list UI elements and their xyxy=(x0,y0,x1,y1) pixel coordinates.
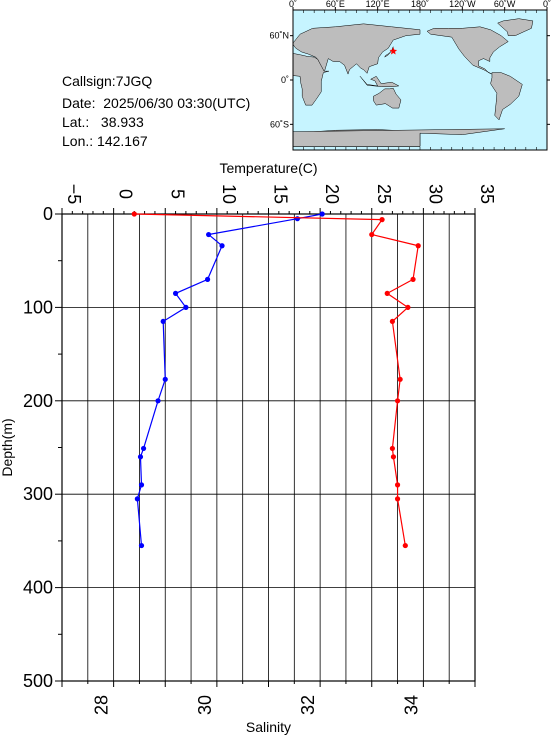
profile-chart: 0 100 200 300 400 500 Depth(m) −5 0 5 10 15 20 25 30 35… xyxy=(0,160,497,735)
salinity-data-point xyxy=(369,231,375,238)
station-marker xyxy=(389,47,398,55)
temperature-tick-label: 35 xyxy=(477,184,497,204)
land-mass xyxy=(292,53,330,106)
salinity-tick-label: 32 xyxy=(298,695,318,715)
salinity-tick-label: 34 xyxy=(401,695,421,715)
map-lat-label: 0˚ xyxy=(281,75,289,85)
lon-line: Lon.: 142.167 xyxy=(62,132,148,150)
map-lon-label: 0˚ xyxy=(289,0,297,9)
depth-tick-label: 100 xyxy=(23,297,53,317)
depth-tick-label: 0 xyxy=(43,204,53,224)
temperature-data-point xyxy=(219,243,225,249)
temperature-data-point xyxy=(206,231,212,238)
land-mass xyxy=(292,23,421,75)
date-value: 2025/06/30 03:30(UTC) xyxy=(103,95,251,111)
temperature-data-point xyxy=(155,398,161,404)
land-mass xyxy=(384,46,394,58)
salinity-data-point xyxy=(394,398,401,404)
salinity-data-point xyxy=(379,217,385,223)
salinity-data-point xyxy=(397,376,403,382)
temperature-data-point xyxy=(134,496,140,502)
temperature-data-point xyxy=(162,376,168,382)
temperature-data-point xyxy=(160,318,166,325)
temperature-data-point xyxy=(183,304,189,310)
depth-tick-label: 400 xyxy=(23,578,53,598)
map-lat-label: 60˚N xyxy=(269,31,289,41)
map-lon-label: 120˚W xyxy=(449,0,476,9)
salinity-data-point xyxy=(394,496,401,502)
date-line: Date: 2025/06/30 03:30(UTC) xyxy=(62,94,250,112)
lon-label: Lon.: xyxy=(62,133,94,149)
temperature-tick-label: −5 xyxy=(64,184,84,205)
land-mass xyxy=(426,26,509,75)
salinity-tick-label: 28 xyxy=(92,695,112,715)
map-lon-label: 60˚W xyxy=(494,0,516,9)
depth-tick-label: 300 xyxy=(23,484,53,504)
land-mass xyxy=(359,75,400,87)
temperature-tick-label: 30 xyxy=(425,184,445,204)
salinity-data-point xyxy=(389,445,395,452)
salinity-tick-label: 30 xyxy=(195,695,215,715)
temperature-data-point xyxy=(137,454,144,460)
salinity-data-point xyxy=(384,290,390,296)
map-lat-label: 60˚S xyxy=(270,119,289,129)
date-label: Date: xyxy=(62,95,96,111)
salinity-data-point xyxy=(131,211,137,217)
lat-label: Lat.: xyxy=(62,114,90,130)
depth-tick-label: 500 xyxy=(23,671,53,691)
callsign-value: 7JGQ xyxy=(115,73,153,89)
map-lon-label: 60˚E xyxy=(326,0,345,9)
salinity-data-point xyxy=(389,318,395,325)
salinity-axis-title: Salinity xyxy=(246,719,291,735)
callsign-line: Callsign:7JGQ xyxy=(62,72,152,90)
temperature-data-point xyxy=(172,290,179,296)
temperature-tick-label: 10 xyxy=(219,184,239,204)
map-lon-label: 0˚ xyxy=(543,0,551,9)
temperature-axis-title: Temperature(C) xyxy=(219,160,317,176)
salinity-data-point xyxy=(410,276,416,282)
depth-axis-title: Depth(m) xyxy=(0,418,15,476)
temperature-data-point xyxy=(294,216,301,222)
salinity-profile-line xyxy=(134,213,419,546)
land-mass xyxy=(497,18,534,36)
salinity-data-point xyxy=(415,243,421,249)
salinity-data-point xyxy=(405,304,411,310)
world-map: 0˚ 60˚E 120˚E 180˚ 120˚W 60˚W 0˚ 60˚N 0˚ 60˚S xyxy=(269,0,551,151)
salinity-data-point xyxy=(402,542,408,549)
temperature-data-point xyxy=(138,542,145,549)
lat-value: 38.933 xyxy=(100,114,144,130)
map-lon-label: 120˚E xyxy=(366,0,390,9)
temperature-tick-label: 20 xyxy=(322,184,342,204)
callsign-label: Callsign: xyxy=(62,73,116,89)
temperature-tick-label: 25 xyxy=(374,184,394,204)
temperature-tick-label: 15 xyxy=(271,184,291,204)
land-mass xyxy=(373,87,402,109)
salinity-data-point xyxy=(390,454,397,460)
temperature-tick-label: 5 xyxy=(167,189,187,199)
map-lon-label: 180˚ xyxy=(411,0,429,9)
temperature-tick-label: 0 xyxy=(116,189,136,199)
lon-value: 142.167 xyxy=(97,133,148,149)
land-mass xyxy=(490,72,523,121)
lat-line: Lat.: 38.933 xyxy=(62,113,144,131)
temperature-data-point xyxy=(140,445,147,452)
depth-tick-label: 200 xyxy=(23,391,53,411)
salinity-data-point xyxy=(394,482,401,488)
temperature-data-point xyxy=(319,211,325,217)
temperature-data-point xyxy=(204,276,211,282)
temperature-data-point xyxy=(138,482,145,488)
